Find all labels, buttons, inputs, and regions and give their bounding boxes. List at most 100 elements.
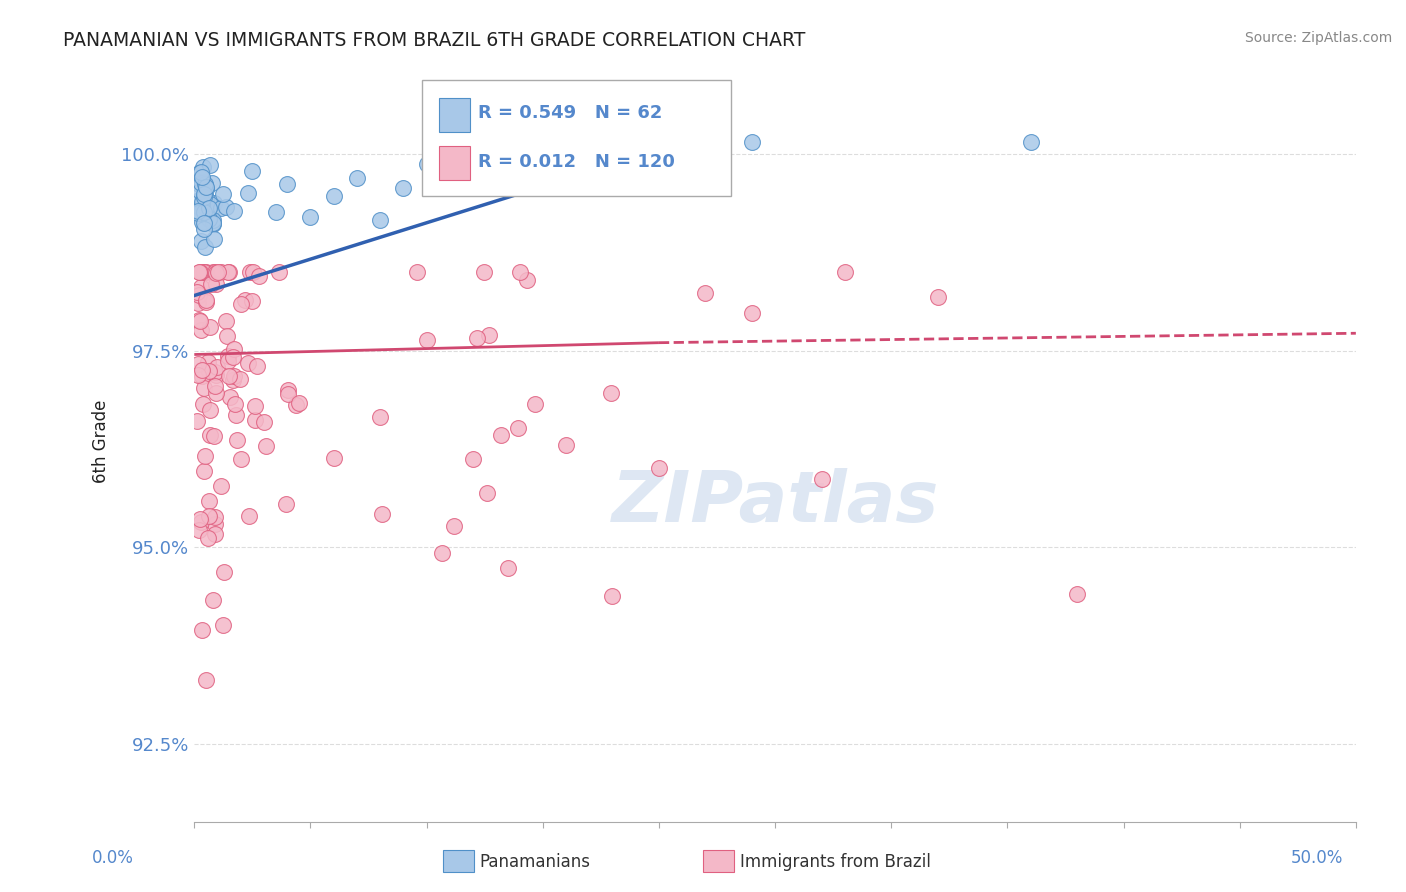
Point [194, 295, 217, 310]
Point [204, 509, 226, 524]
Text: Panamanians: Panamanians [479, 853, 591, 871]
Point [204, 526, 226, 541]
Point [695, 145, 717, 160]
Text: Immigrants from Brazil: Immigrants from Brazil [740, 853, 931, 871]
Point [211, 187, 233, 202]
Point [202, 196, 225, 211]
Text: ZIPatlas: ZIPatlas [612, 467, 939, 536]
Point [1019, 135, 1042, 149]
Point [648, 135, 671, 149]
Point [322, 189, 344, 203]
Point [224, 368, 246, 383]
Point [215, 314, 238, 328]
Text: R = 0.012   N = 120: R = 0.012 N = 120 [478, 153, 675, 171]
Point [195, 673, 218, 687]
Point [194, 293, 217, 308]
Point [496, 560, 519, 574]
Point [215, 200, 238, 214]
Point [204, 386, 226, 401]
Point [226, 434, 249, 448]
Point [277, 387, 299, 401]
Point [190, 164, 212, 178]
Point [204, 265, 226, 279]
Point [190, 323, 212, 337]
Point [222, 350, 245, 364]
Point [198, 493, 221, 508]
Point [212, 565, 235, 579]
Point [191, 368, 214, 383]
Point [188, 314, 211, 328]
Point [204, 365, 226, 379]
Point [191, 363, 214, 377]
Point [198, 509, 221, 524]
Point [217, 353, 239, 368]
Point [205, 266, 228, 280]
Point [201, 593, 224, 607]
Point [238, 509, 260, 524]
Point [243, 412, 266, 426]
Point [193, 397, 215, 411]
Text: Source: ZipAtlas.com: Source: ZipAtlas.com [1244, 31, 1392, 45]
Point [193, 216, 215, 230]
Point [224, 203, 246, 218]
Point [212, 618, 235, 632]
Point [209, 202, 232, 216]
Point [187, 313, 209, 327]
Point [229, 297, 252, 311]
Point [195, 191, 218, 205]
Point [190, 516, 212, 530]
Point [245, 359, 267, 373]
Point [506, 421, 529, 435]
Point [198, 364, 221, 378]
Point [247, 268, 270, 283]
Point [741, 306, 763, 320]
Point [194, 449, 217, 463]
Point [741, 135, 763, 149]
Point [405, 265, 427, 279]
Point [193, 160, 215, 174]
Point [443, 519, 465, 533]
Point [202, 429, 225, 443]
Point [187, 206, 209, 220]
Point [509, 265, 531, 279]
Point [284, 398, 307, 412]
Point [193, 194, 215, 209]
Point [217, 349, 239, 363]
Point [465, 331, 488, 345]
Point [475, 486, 498, 500]
Point [224, 397, 246, 411]
Point [239, 265, 262, 279]
Point [415, 156, 437, 170]
Point [1066, 587, 1088, 601]
Point [461, 451, 484, 466]
Point [198, 158, 221, 172]
Point [695, 285, 717, 300]
Point [191, 215, 214, 229]
Point [188, 177, 211, 191]
Point [200, 402, 222, 417]
Point [218, 369, 240, 384]
Text: 0.0%: 0.0% [91, 849, 134, 867]
Point [225, 408, 247, 422]
Point [188, 524, 211, 538]
Point [193, 205, 215, 219]
Point [188, 166, 211, 180]
Point [201, 201, 224, 215]
Point [215, 329, 238, 343]
Point [191, 189, 214, 203]
Point [190, 197, 212, 211]
Point [222, 373, 245, 387]
Point [209, 265, 232, 279]
Point [188, 511, 211, 525]
Point [207, 265, 229, 279]
Point [370, 507, 392, 521]
Point [202, 216, 225, 230]
Point [205, 360, 228, 375]
Point [267, 265, 290, 279]
Point [198, 320, 221, 334]
Point [516, 273, 538, 287]
Point [218, 265, 240, 279]
Point [600, 385, 623, 400]
Point [489, 428, 512, 442]
Point [205, 277, 228, 292]
